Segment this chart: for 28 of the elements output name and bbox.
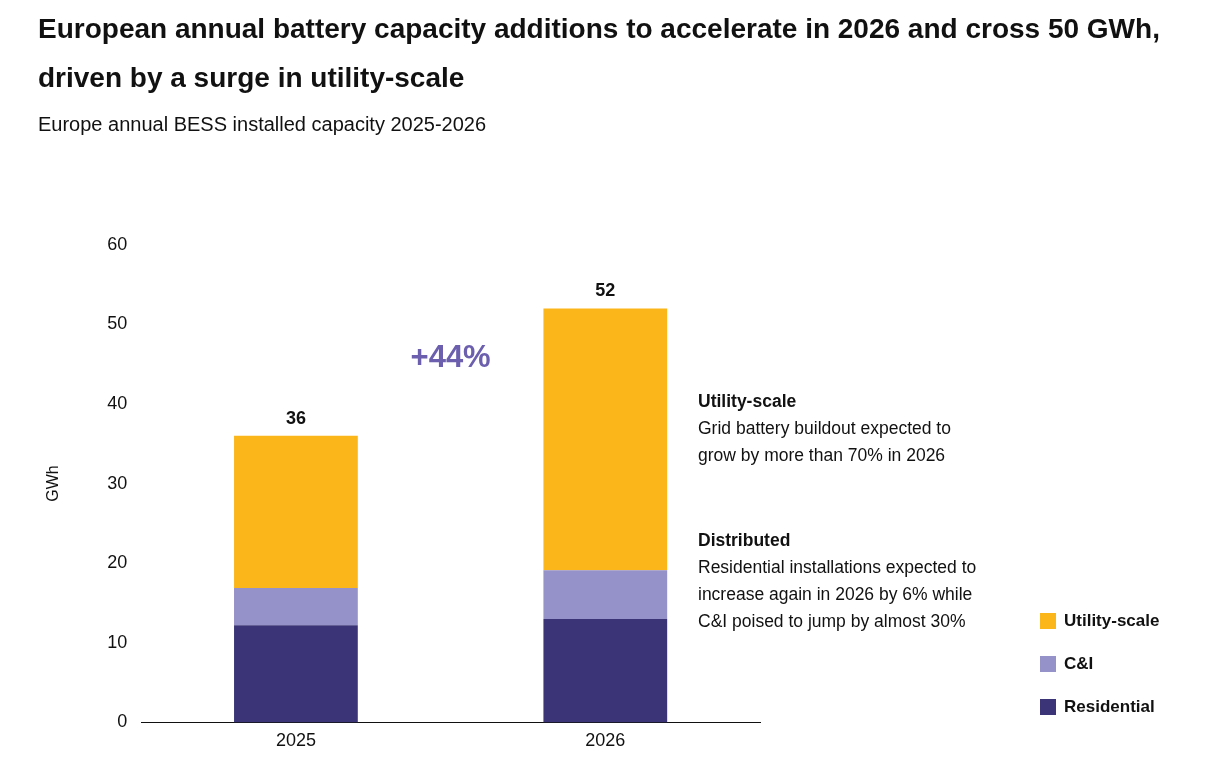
y-tick-label: 0: [117, 711, 128, 732]
y-tick-label: 60: [107, 233, 128, 254]
y-tick-label: 30: [107, 472, 128, 493]
x-tick-label: 2026: [585, 730, 626, 751]
x-tick-label: 2025: [275, 730, 316, 751]
annotation: Grid battery buildout expected to grow by more than 70% in 2026: [698, 417, 952, 467]
bar: [234, 435, 358, 588]
legend-label: Residential: [1064, 696, 1155, 717]
annotation: Residential installations expected to increase again in 2026 by 6% while C&I poised to jump by almost 30%: [698, 556, 978, 633]
legend-label: Utility-scale: [1064, 610, 1160, 631]
bar: [543, 308, 668, 571]
bar: [234, 587, 358, 626]
y-tick-label: 40: [107, 392, 128, 413]
chart-subtitle: Europe annual BESS installed capacity 2025-2026: [38, 113, 487, 136]
annotation: Distributed: [698, 529, 792, 552]
chart-title: European annual battery capacity additions to accelerate in 2026 and cross 50 GWh, driven by a surge in utility-scale: [38, 12, 1161, 95]
y-tick-label: 20: [107, 552, 128, 573]
bar: [234, 625, 358, 723]
total-label: 36: [285, 407, 306, 428]
annotation: Utility-scale: [698, 390, 798, 413]
legend-label: C&I: [1064, 653, 1094, 674]
y-tick-label: 10: [107, 631, 128, 652]
bar: [543, 618, 668, 723]
bar: [543, 570, 668, 619]
total-label: 52: [595, 280, 616, 301]
y-tick-label: 50: [107, 313, 128, 334]
y-axis-title: GWh: [44, 465, 62, 502]
annotation: +44%: [410, 338, 491, 374]
